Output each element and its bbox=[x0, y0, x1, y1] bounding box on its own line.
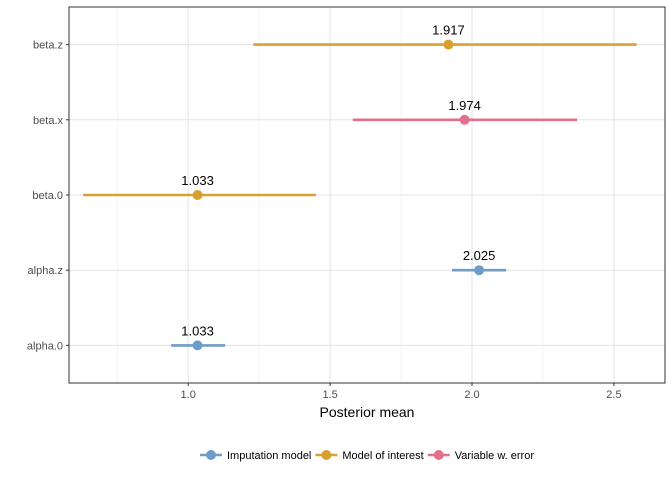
y-tick-label: beta.0 bbox=[32, 190, 63, 202]
legend-key-point bbox=[321, 450, 332, 460]
legend-key-point bbox=[206, 450, 216, 460]
y-tick-label: beta.z bbox=[33, 40, 63, 52]
x-tick-label: 1.0 bbox=[181, 389, 196, 401]
data-label: 1.974 bbox=[448, 98, 481, 113]
y-axis: alpha.0 alpha.z beta.0 beta.x beta.z bbox=[27, 40, 69, 352]
mean-point bbox=[192, 190, 203, 200]
data-marks: 1.033 2.025 1.033 1.917 1.974 bbox=[83, 23, 637, 351]
data-label: 1.917 bbox=[432, 23, 465, 38]
legend-label: Variable w. error bbox=[455, 450, 535, 462]
x-tick-label: 2.5 bbox=[606, 389, 621, 401]
y-tick-label: alpha.0 bbox=[27, 340, 63, 352]
y-tick-label: alpha.z bbox=[28, 265, 63, 277]
legend-key-point bbox=[433, 450, 444, 460]
x-tick-label: 2.0 bbox=[464, 389, 479, 401]
data-label: 1.033 bbox=[181, 173, 214, 188]
data-label: 2.025 bbox=[463, 248, 496, 263]
x-tick-label: 1.5 bbox=[322, 389, 337, 401]
x-axis-title: Posterior mean bbox=[320, 404, 415, 420]
legend-label: Imputation model bbox=[227, 450, 311, 462]
mean-point bbox=[474, 265, 485, 276]
data-label: 1.033 bbox=[181, 323, 214, 338]
x-axis: 1.0 1.5 2.0 2.5 bbox=[181, 383, 622, 401]
legend-label: Model of interest bbox=[342, 450, 423, 462]
mean-point bbox=[443, 39, 454, 50]
legend: Imputation model Model of interest Variabl… bbox=[200, 450, 534, 462]
mean-point bbox=[459, 114, 470, 125]
mean-point bbox=[192, 340, 203, 351]
y-tick-label: beta.x bbox=[33, 115, 63, 127]
